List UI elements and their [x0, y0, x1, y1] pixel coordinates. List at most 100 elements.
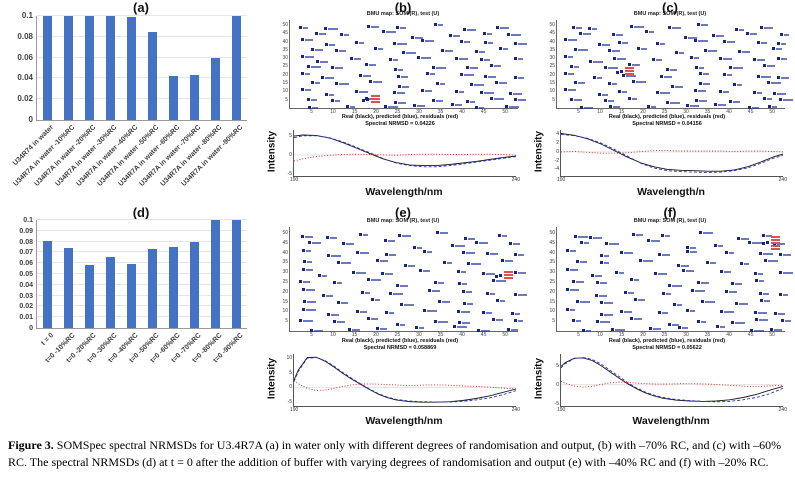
bmu-marker-label — [310, 65, 321, 68]
bmu-marker — [731, 281, 734, 285]
bmu-marker-label — [337, 321, 346, 324]
bmu-marker-label — [702, 232, 713, 235]
bmu-marker-label — [360, 252, 369, 255]
bmu-marker-label — [392, 59, 398, 62]
bmu-marker — [382, 30, 386, 34]
bmu-map-title: BMU map: SOM (R), test (U) — [366, 11, 440, 17]
bmu-marker — [475, 240, 479, 244]
y-tick-label: 50 — [282, 229, 288, 236]
bmu-marker — [458, 321, 462, 325]
bmu-marker — [778, 253, 782, 257]
bmu-marker — [433, 320, 437, 324]
predicted-line — [560, 357, 784, 403]
bmu-marker-label — [664, 234, 670, 237]
panel-e: (e) BMU map: SOM (R), test (U) 5 10 15 20 25… — [263, 205, 530, 435]
bmu-marker — [603, 98, 607, 102]
bmu-marker — [324, 27, 328, 31]
bmu-marker-label — [693, 56, 699, 59]
bmu-marker-label — [435, 99, 443, 102]
bmu-marker-label — [313, 329, 324, 332]
bmu-marker-label — [306, 249, 312, 252]
bmu-marker-label — [784, 320, 792, 323]
bmu-marker — [655, 91, 659, 95]
bmu-marker — [655, 41, 659, 45]
y-tick-label: -5 — [554, 401, 559, 408]
bmu-marker — [666, 67, 670, 71]
bmu-marker — [668, 322, 672, 326]
bmu-marker-label — [689, 104, 700, 107]
bmu-marker-label — [724, 271, 732, 274]
bmu-marker-label — [466, 302, 474, 305]
bmu-marker-label — [463, 74, 474, 77]
bmu-highlight-label — [624, 72, 634, 75]
spectra-nrmsd-value: Spectral NRMSD = 0.04226 — [365, 120, 435, 127]
bmu-marker-label — [733, 67, 743, 70]
bmu-marker-label — [634, 318, 643, 321]
bmu-marker-label — [604, 301, 613, 304]
bmu-marker-label — [722, 90, 730, 93]
bmu-marker-label — [377, 47, 383, 50]
x-tick-label: 40 — [459, 332, 465, 338]
x-tick-label: 5 — [310, 109, 313, 115]
bmu-marker — [496, 25, 500, 29]
x-tick-label: 25 — [394, 332, 401, 338]
bmu-marker — [397, 84, 401, 88]
bmu-marker — [722, 73, 726, 77]
bmu-marker-label — [670, 102, 681, 105]
bar — [63, 248, 74, 328]
bmu-marker-label — [681, 265, 690, 268]
bmu-marker-label — [741, 237, 750, 240]
y-tick-label: 30 — [549, 269, 555, 276]
bmu-marker — [756, 41, 760, 45]
bmu-marker-label — [461, 310, 470, 313]
bmu-marker — [433, 23, 437, 27]
bmu-marker-label — [470, 263, 481, 266]
y-tick-label: 15 — [549, 80, 555, 87]
bmu-marker — [490, 64, 494, 68]
x-tick-label: 190 — [290, 177, 299, 183]
bmu-marker-label — [780, 58, 788, 61]
bmu-marker-label — [672, 323, 679, 326]
bmu-marker-label — [341, 301, 348, 304]
bmu-marker — [697, 320, 701, 324]
bmu-marker-label — [567, 72, 575, 75]
bmu-highlight-label — [771, 241, 781, 244]
bmu-marker-label — [517, 43, 528, 46]
bmu-marker — [767, 80, 771, 84]
bmu-marker-label — [504, 260, 513, 263]
bmu-marker-label — [306, 308, 317, 311]
bmu-marker — [475, 106, 479, 109]
bmu-marker-label — [758, 312, 767, 315]
bmu-marker-label — [767, 65, 776, 68]
bmu-marker-label — [489, 292, 495, 295]
panel-b: (b) BMU map: SOM (R), test (U) 5 10 15 20 25… — [263, 0, 530, 205]
bmu-marker — [505, 105, 509, 109]
bmu-marker-label — [720, 326, 726, 329]
bmu-highlight-label — [771, 247, 781, 250]
bmu-marker — [755, 318, 759, 322]
x-tick-label: 10 — [597, 109, 603, 115]
bmu-marker — [565, 307, 569, 311]
bmu-marker-label — [672, 26, 681, 29]
bmu-marker — [571, 319, 575, 323]
panel-b-letter: (b) — [394, 0, 412, 15]
bmu-marker — [573, 234, 577, 238]
bmu-marker — [689, 55, 693, 59]
bmu-marker-label — [709, 262, 717, 265]
bmu-marker-label — [517, 254, 525, 257]
bmu-marker — [589, 59, 593, 63]
bmu-marker — [375, 258, 379, 262]
bmu-marker — [449, 34, 453, 38]
bmu-marker — [752, 58, 756, 62]
bmu-marker — [621, 73, 625, 77]
bmu-marker-label — [303, 27, 309, 30]
bmu-marker — [649, 327, 653, 331]
y-tick-label: 15 — [282, 298, 288, 305]
bmu-marker-label — [468, 237, 476, 240]
bmu-marker-label — [782, 272, 793, 275]
bmu-marker-label — [642, 259, 653, 262]
bmu-marker — [574, 48, 578, 52]
x-tick-label: 15 — [618, 109, 625, 115]
bmu-marker-label — [502, 234, 508, 237]
bmu-highlight-label — [370, 95, 380, 98]
